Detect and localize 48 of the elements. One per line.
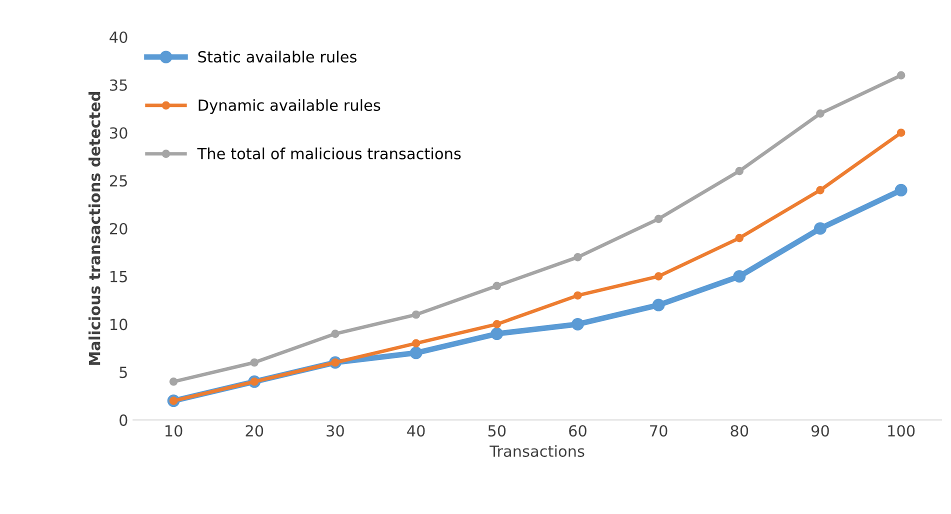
point [654,272,663,281]
point [816,109,824,118]
x-tick-label: 10 [166,425,182,437]
point [574,253,582,262]
point [654,214,663,224]
point [735,234,744,242]
x-tick-label: 30 [326,425,344,437]
point [652,298,665,312]
y-tick-label: 20 [110,222,128,234]
x-tick-label: 90 [811,425,829,437]
x-tick-label: 100 [888,425,915,437]
point [733,270,746,283]
y-axis-title: Malicious transactions detected [88,92,100,365]
x-axis-title: Transactions [490,445,584,457]
point [492,282,502,290]
point [816,186,824,194]
y-tick-label: 10 [110,318,128,330]
point [574,291,582,300]
x-tick-label: 80 [730,425,748,437]
legend-label: Dynamic available rules [198,99,380,114]
y-tick-label: 35 [110,79,127,91]
legend-label: Static available rules [198,50,356,63]
point [814,222,826,235]
point [412,339,420,348]
y-tick-label: 15 [110,271,127,282]
y-tick-label: 0 [120,414,128,426]
y-tick-label: 40 [110,31,128,44]
x-tick-label: 40 [407,425,425,437]
point [896,128,906,137]
x-tick-label: 50 [488,425,506,437]
point [571,318,584,330]
point [894,184,908,196]
point [412,310,420,319]
x-tick-label: 70 [650,425,668,437]
y-tick-label: 30 [110,127,128,139]
point [492,320,502,328]
point [735,166,744,176]
x-tick-label: 60 [569,425,586,437]
y-tick-label: 25 [110,175,127,187]
point [896,71,906,80]
point [169,377,178,386]
point [490,328,504,340]
point [250,358,259,367]
point [410,346,422,360]
x-tick-label: 20 [246,425,264,437]
point [331,330,340,338]
y-tick-label: 5 [120,366,127,378]
legend-label: The total of malicious transactions [197,148,461,160]
